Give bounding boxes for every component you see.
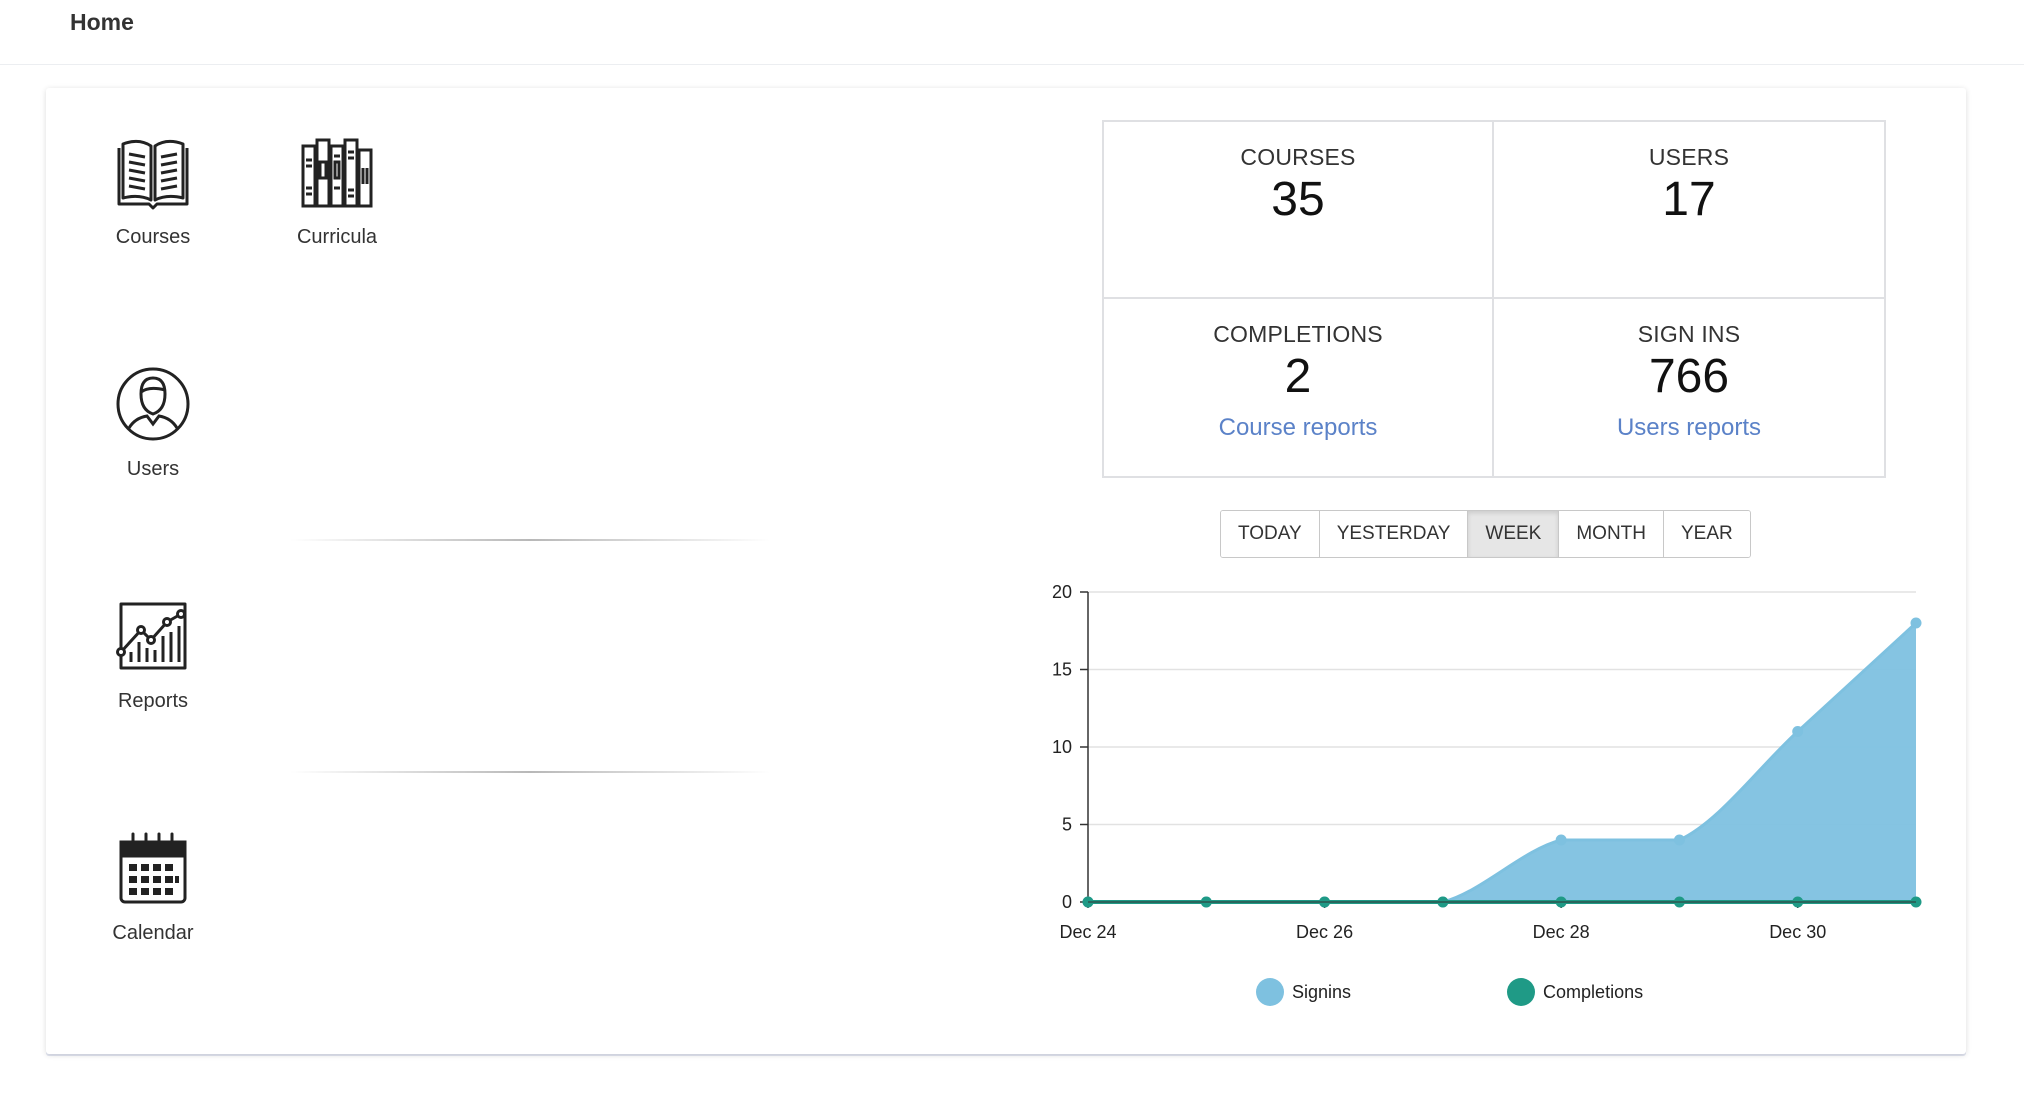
courses-tile[interactable]: Courses: [78, 132, 228, 249]
x-tick-label: Dec 24: [1059, 922, 1116, 942]
stat-value: 2: [1284, 350, 1312, 403]
bookshelf-icon: [301, 138, 373, 208]
stat-value: 17: [1662, 173, 1716, 226]
reports-tile[interactable]: Reports: [78, 596, 228, 713]
legend-item-signins[interactable]: Signins: [1256, 978, 1351, 1006]
activity-chart: 0 5 10 15 20 Dec 24 Dec 26 Dec 28 Dec 30: [1052, 582, 1922, 942]
page-title: Home: [70, 9, 134, 35]
x-tick-label: Dec 26: [1296, 922, 1353, 942]
range-yesterday-button[interactable]: YESTERDAY: [1319, 511, 1469, 557]
course-reports-link[interactable]: Course reports: [1218, 414, 1378, 441]
legend-item-completions[interactable]: Completions: [1507, 978, 1643, 1006]
data-point-signins: [1910, 617, 1922, 629]
legend-label: Signins: [1292, 981, 1352, 1002]
data-point-signins: [1792, 726, 1804, 737]
stats-grid: COURSES 35 USERS 17 COMPLETIONS 2 Course…: [1102, 120, 1886, 478]
calendar-tile[interactable]: Calendar: [78, 828, 228, 945]
stat-value: 35: [1271, 173, 1325, 226]
calendar-tile-label: Calendar: [112, 922, 194, 944]
open-book-icon: [117, 139, 189, 210]
chart-legend: Signins Completions: [1256, 978, 1799, 1006]
y-tick-label: 15: [1052, 660, 1072, 680]
y-tick-label: 0: [1062, 892, 1072, 912]
stat-label: COMPLETIONS: [1213, 321, 1383, 347]
range-year-button[interactable]: YEAR: [1664, 511, 1750, 557]
y-tick-label: 10: [1052, 737, 1072, 757]
range-week-button[interactable]: WEEK: [1468, 511, 1560, 557]
stat-value: 766: [1648, 350, 1730, 403]
users-tile[interactable]: Users: [78, 364, 228, 481]
stat-label: USERS: [1648, 144, 1730, 170]
divider: [290, 771, 770, 773]
line-chart-icon: [116, 602, 187, 670]
legend-swatch: [1507, 978, 1536, 1006]
divider: [290, 539, 770, 541]
data-point-signins: [1555, 834, 1567, 846]
stat-label: COURSES: [1240, 144, 1356, 170]
data-point-signins: [1673, 834, 1685, 846]
calendar-icon: [119, 832, 187, 904]
area-signins: [1088, 623, 1916, 902]
users-tile-label: Users: [126, 458, 180, 480]
users-reports-link[interactable]: Users reports: [1616, 414, 1762, 441]
stat-courses: COURSES 35: [1104, 122, 1494, 299]
top-bar: Home: [0, 0, 2024, 65]
y-tick-label: 20: [1052, 582, 1072, 602]
range-month-button[interactable]: MONTH: [1559, 511, 1664, 557]
legend-swatch: [1256, 978, 1284, 1006]
stat-signins: SIGN INS 766 Users reports: [1494, 299, 1884, 476]
courses-tile-label: Courses: [115, 226, 191, 248]
stat-users: USERS 17: [1494, 122, 1884, 299]
x-tick-label: Dec 28: [1533, 922, 1590, 942]
curricula-tile-label: Curricula: [296, 226, 378, 248]
reports-tile-label: Reports: [117, 690, 189, 712]
user-avatar-icon: [116, 367, 190, 441]
range-today-button[interactable]: TODAY: [1221, 511, 1320, 557]
curricula-tile[interactable]: Curricula: [262, 132, 412, 249]
y-tick-label: 5: [1062, 815, 1072, 835]
legend-label: Completions: [1543, 981, 1644, 1002]
x-tick-label: Dec 30: [1769, 922, 1826, 942]
stat-completions: COMPLETIONS 2 Course reports: [1104, 299, 1494, 476]
time-range-selector: TODAY YESTERDAY WEEK MONTH YEAR: [1220, 510, 1751, 558]
stat-label: SIGN INS: [1637, 321, 1741, 347]
